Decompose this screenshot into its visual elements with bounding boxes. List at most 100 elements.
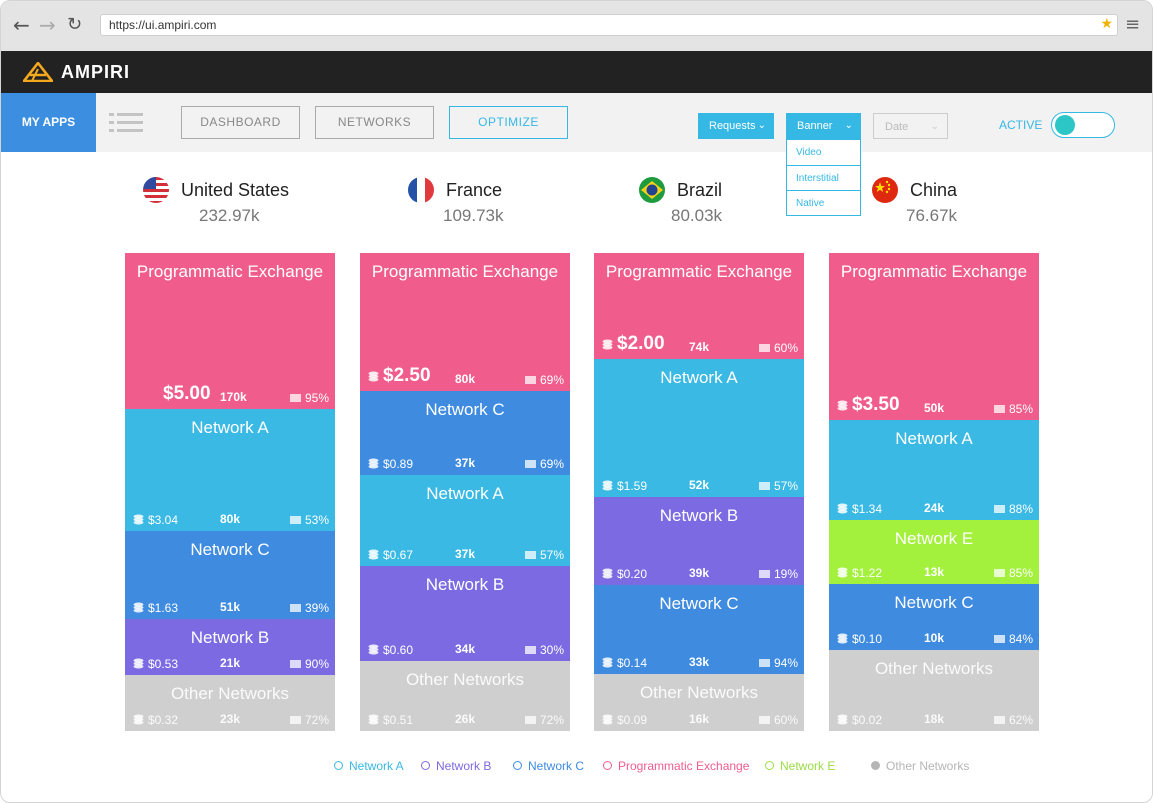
circle-icon (765, 761, 774, 770)
segment-network-b[interactable]: Network B $0.20 39k 19% (594, 497, 804, 585)
segment-name: Network E (894, 529, 974, 548)
fill-rate-value: 90% (304, 657, 329, 671)
menu-item-video[interactable]: Video (796, 147, 822, 158)
price: $2.00 (602, 333, 665, 355)
fill-rate-value: 19% (773, 567, 798, 581)
segment-network-a[interactable]: Network A $1.34 24k 88% (829, 420, 1039, 520)
segment-stats: $0.09 16k 60% (594, 709, 804, 727)
tab-networks[interactable]: NETWORKS (315, 106, 434, 139)
my-apps-button[interactable]: MY APPS (1, 93, 96, 152)
price: $5.00 (163, 383, 211, 405)
date-dropdown-label: Date (885, 121, 909, 133)
coins-icon (602, 713, 617, 727)
segment-name: Network B (425, 575, 505, 594)
requests-dropdown[interactable]: Requests ⌄ (698, 113, 774, 139)
forward-arrow-icon[interactable]: → (39, 13, 56, 37)
coins-icon (368, 548, 383, 562)
screen-icon (758, 567, 774, 581)
requests: 39k (689, 566, 710, 580)
menu-item-interstitial[interactable]: Interstitial (787, 165, 860, 190)
segment-network-a[interactable]: Network A $3.04 80k 53% (125, 409, 335, 531)
requests: 10k (924, 631, 945, 645)
legend-network-e[interactable]: Network E (765, 759, 835, 773)
screen-icon (524, 713, 540, 727)
toggle-knob[interactable] (1055, 115, 1075, 135)
requests: 74k (689, 340, 710, 354)
segment-other-networks[interactable]: Other Networks $0.09 16k 60% (594, 674, 804, 731)
price-value: $3.04 (148, 513, 179, 527)
segment-stats: $1.59 52k 57% (594, 475, 804, 493)
legend-other-networks[interactable]: Other Networks (871, 759, 969, 773)
bookmark-star-icon[interactable]: ★ (1100, 16, 1113, 32)
coins-icon (133, 601, 148, 615)
requests: 16k (689, 712, 710, 726)
legend-network-b[interactable]: Network B (421, 759, 491, 773)
segment-other-networks[interactable]: Other Networks $0.51 26k 72% (360, 661, 570, 731)
fill-rate-value: 85% (1008, 566, 1033, 580)
segment-other-networks[interactable]: Other Networks $0.02 18k 62% (829, 650, 1039, 731)
segment-network-e[interactable]: Network E $1.22 13k 85% (829, 520, 1039, 584)
segment-network-b[interactable]: Network B $0.60 34k 30% (360, 566, 570, 661)
fill-rate: 19% (758, 567, 798, 581)
fill-rate: 39% (289, 601, 329, 615)
banner-dropdown[interactable]: Banner ⌄ (786, 113, 861, 139)
circle-icon (421, 761, 430, 770)
segment-network-a[interactable]: Network A $1.59 52k 57% (594, 359, 804, 497)
date-dropdown[interactable]: Date ⌄ (873, 113, 948, 139)
fill-rate-value: 69% (539, 373, 564, 387)
back-arrow-icon[interactable]: ← (13, 13, 30, 37)
browser-chrome: ← → ↻ https://ui.ampiri.com ★ ≡ (1, 1, 1152, 51)
coins-icon (837, 394, 852, 415)
app-header: AMPIRI (1, 51, 1152, 93)
legend-network-a[interactable]: Network A (334, 759, 404, 773)
segment-programmatic-exchange[interactable]: Programmatic Exchange $5.00 170k 95% (125, 253, 335, 409)
browser-menu-icon[interactable]: ≡ (1125, 14, 1141, 35)
reload-icon[interactable]: ↻ (67, 14, 83, 35)
list-menu-icon[interactable] (109, 112, 143, 134)
screen-icon (524, 373, 540, 387)
segment-name: Network C (659, 594, 739, 613)
segment-network-c[interactable]: Network C $0.89 37k 69% (360, 391, 570, 475)
segment-programmatic-exchange[interactable]: Programmatic Exchange $2.50 80k 69% (360, 253, 570, 391)
coins-icon (602, 656, 617, 670)
active-label: ACTIVE (999, 118, 1043, 132)
segment-name: Other Networks (405, 670, 525, 689)
fill-rate: 94% (758, 656, 798, 670)
legend-programmatic-exchange[interactable]: Programmatic Exchange (603, 759, 749, 773)
menu-item-native[interactable]: Native (787, 190, 860, 215)
segment-name: Network B (190, 628, 270, 647)
segment-network-c[interactable]: Network C $1.63 51k 39% (125, 531, 335, 619)
fill-rate: 60% (758, 341, 798, 355)
legend-label: Network A (349, 759, 404, 773)
price-value: $2.00 (617, 333, 665, 354)
active-toggle[interactable] (1051, 112, 1115, 138)
screen-icon (289, 601, 305, 615)
tab-optimize[interactable]: OPTIMIZE (449, 106, 568, 139)
coins-icon (837, 713, 852, 727)
address-bar[interactable]: https://ui.ampiri.com ★ (100, 14, 1118, 36)
segment-network-c[interactable]: Network C $0.10 10k 84% (829, 584, 1039, 650)
ampiri-logo-icon (23, 62, 53, 82)
segment-network-c[interactable]: Network C $0.14 33k 94% (594, 585, 804, 674)
fill-rate-value: 69% (539, 457, 564, 471)
legend-label: Network C (528, 759, 585, 773)
segment-network-b[interactable]: Network B $0.53 21k 90% (125, 619, 335, 675)
requests: 26k (455, 712, 476, 726)
segment-other-networks[interactable]: Other Networks $0.32 23k 72% (125, 675, 335, 731)
screen-icon (758, 479, 774, 493)
price-value: $0.60 (383, 643, 414, 657)
tab-dashboard[interactable]: DASHBOARD (181, 106, 300, 139)
price: $3.50 (837, 394, 900, 416)
segment-stats: $1.63 51k 39% (125, 597, 335, 615)
screen-icon (758, 713, 774, 727)
legend-network-c[interactable]: Network C (513, 759, 584, 773)
segment-programmatic-exchange[interactable]: Programmatic Exchange $3.50 50k 85% (829, 253, 1039, 420)
legend-label: Other Networks (886, 759, 970, 773)
segment-network-a[interactable]: Network A $0.67 37k 57% (360, 475, 570, 566)
segment-stats: $0.89 37k 69% (360, 453, 570, 471)
chevron-down-icon: ⌄ (930, 121, 939, 132)
circle-icon (603, 761, 612, 770)
screen-icon (289, 713, 305, 727)
segment-stats: $3.50 50k 85% (829, 394, 1039, 416)
segment-programmatic-exchange[interactable]: Programmatic Exchange $2.00 74k 60% (594, 253, 804, 359)
